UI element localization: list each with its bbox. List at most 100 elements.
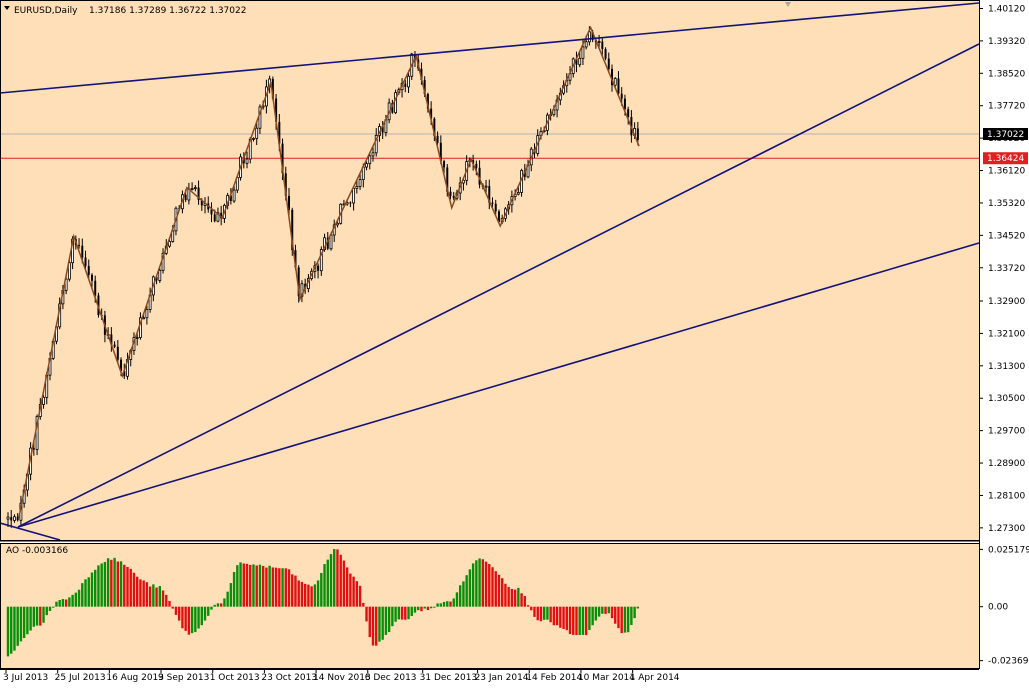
ao-bar-up bbox=[252, 564, 255, 607]
bull-candle bbox=[193, 187, 197, 189]
bear-candle bbox=[10, 517, 13, 521]
bear-candle bbox=[620, 93, 623, 99]
bull-candle bbox=[190, 188, 194, 190]
ao-bar-down bbox=[300, 581, 304, 607]
ao-bar-up bbox=[90, 572, 94, 607]
zigzag-line[interactable] bbox=[18, 25, 640, 518]
upper-channel-line[interactable] bbox=[0, 2, 980, 94]
bear-candle bbox=[623, 98, 626, 110]
bear-candle bbox=[84, 257, 87, 266]
short-trend-line[interactable] bbox=[0, 522, 61, 541]
time-tick-label: 23 Jan 2014 bbox=[475, 673, 529, 683]
ao-bar-down bbox=[484, 561, 488, 607]
bear-candle bbox=[494, 203, 497, 212]
ao-bar-up bbox=[462, 581, 465, 607]
bear-candle bbox=[636, 128, 639, 140]
ao-bar-down bbox=[265, 567, 268, 607]
bear-candle bbox=[110, 334, 113, 345]
bull-candle bbox=[252, 138, 255, 140]
bull-candle bbox=[613, 78, 617, 86]
ao-bar-up bbox=[55, 601, 58, 607]
ao-bar-up bbox=[468, 569, 472, 607]
price-tick-label: 1.34520 bbox=[988, 231, 1025, 241]
ao-bar-up bbox=[13, 606, 16, 651]
bear-candle bbox=[443, 161, 446, 168]
ao-bar-down bbox=[39, 606, 42, 626]
ao-bar-up bbox=[236, 565, 239, 607]
ao-bar-down bbox=[161, 590, 165, 607]
ao-bar-up bbox=[329, 554, 333, 607]
ao-bar-down bbox=[539, 606, 543, 622]
lower-uptrend-line[interactable] bbox=[17, 242, 980, 528]
bear-candle bbox=[155, 276, 158, 281]
bear-candle bbox=[288, 195, 291, 210]
ao-bar-up bbox=[465, 575, 468, 607]
ao-bar-up bbox=[258, 564, 262, 607]
bull-candle bbox=[158, 269, 162, 281]
bull-candle bbox=[352, 187, 356, 204]
ao-bar-down bbox=[219, 603, 223, 607]
bear-candle bbox=[452, 195, 455, 199]
ao-bar-down bbox=[620, 606, 623, 634]
bear-candle bbox=[391, 102, 394, 113]
bear-candle bbox=[575, 58, 578, 65]
ao-bar-up bbox=[223, 598, 226, 607]
ao-bar-down bbox=[339, 554, 342, 607]
bear-candle bbox=[197, 187, 200, 201]
ao-bar-up bbox=[333, 549, 336, 607]
ao-bar-down bbox=[297, 580, 300, 607]
ao-bar-up bbox=[597, 606, 601, 617]
ao-bar-up bbox=[35, 606, 39, 626]
chart-menu-arrow-icon[interactable] bbox=[4, 6, 10, 10]
bear-candle bbox=[317, 265, 320, 271]
ao-bar-up bbox=[210, 606, 213, 610]
bull-candle bbox=[245, 158, 249, 164]
bear-candle bbox=[32, 448, 35, 450]
price-tick-label: 1.39320 bbox=[988, 37, 1025, 47]
ao-bar-up bbox=[446, 601, 449, 607]
bear-candle bbox=[591, 31, 594, 40]
bear-candle bbox=[478, 167, 481, 185]
ao-bar-down bbox=[310, 586, 313, 607]
ao-bar-up bbox=[601, 606, 604, 614]
bear-candle bbox=[604, 48, 607, 59]
bull-candle bbox=[42, 396, 45, 405]
ao-bar-up bbox=[229, 583, 233, 607]
ao-bar-down bbox=[491, 567, 494, 607]
bear-candle bbox=[87, 265, 90, 275]
ao-bar-down bbox=[165, 594, 168, 607]
ao-bar-up bbox=[588, 606, 591, 631]
ao-bar-up bbox=[10, 606, 13, 654]
price-tick-label: 1.30500 bbox=[988, 394, 1025, 404]
ao-bar-down bbox=[271, 567, 275, 607]
ao-tick-label: 0.025179 bbox=[988, 545, 1029, 555]
ao-bar-up bbox=[436, 603, 439, 607]
ao-bar-up bbox=[61, 599, 65, 607]
shift-marker-icon[interactable] bbox=[785, 2, 791, 7]
ao-bar-up bbox=[6, 606, 10, 657]
awesome-oscillator-series bbox=[6, 549, 640, 657]
time-tick-label: 1 Apr 2014 bbox=[630, 673, 680, 683]
ao-bar-down bbox=[274, 567, 278, 607]
bear-candle bbox=[611, 68, 614, 86]
bear-candle bbox=[94, 280, 97, 296]
time-tick-label: 14 Feb 2014 bbox=[526, 673, 582, 683]
bull-candle bbox=[368, 155, 372, 165]
ao-bar-down bbox=[342, 560, 346, 607]
ao-bar-up bbox=[410, 606, 413, 617]
oscillator-panel-frame bbox=[0, 543, 980, 669]
ao-bar-up bbox=[578, 606, 581, 636]
ao-bar-down bbox=[523, 596, 526, 607]
ao-bar-up bbox=[158, 586, 162, 607]
level-price-label: 1.36424 bbox=[987, 154, 1024, 164]
bear-candle bbox=[475, 163, 478, 168]
ao-bar-down bbox=[568, 606, 572, 635]
time-tick-label: 16 Aug 2013 bbox=[106, 673, 164, 683]
main-uptrend-line[interactable] bbox=[17, 43, 980, 528]
bear-candle bbox=[210, 209, 213, 215]
bear-candle bbox=[120, 359, 123, 371]
ao-bar-up bbox=[439, 603, 443, 607]
ao-bar-down bbox=[504, 583, 507, 607]
